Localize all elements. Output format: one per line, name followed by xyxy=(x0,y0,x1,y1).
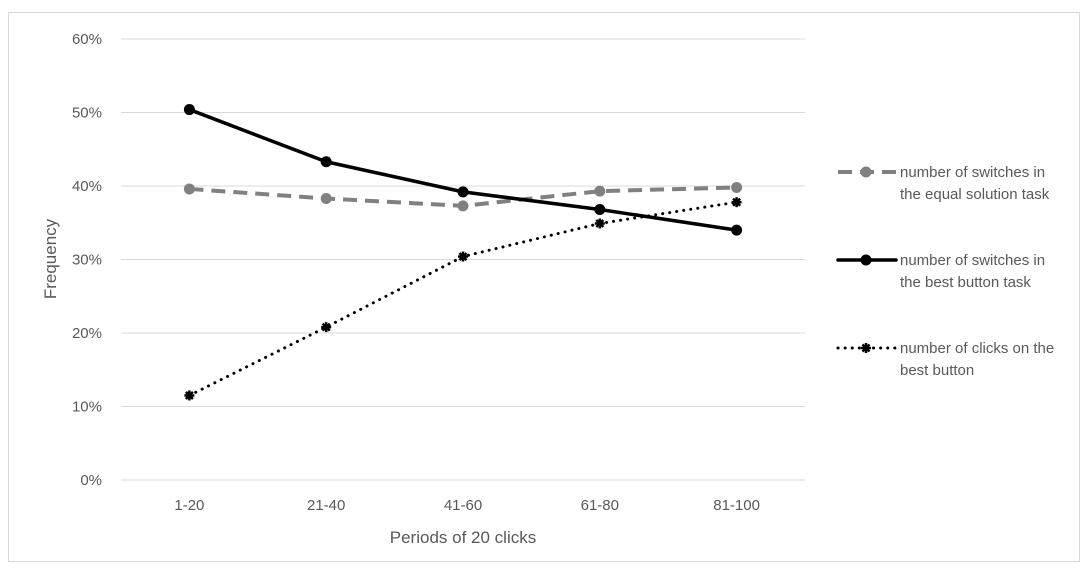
legend-marker xyxy=(860,166,872,178)
legend-label: the best button task xyxy=(900,274,1031,291)
y-tick-label: 30% xyxy=(72,252,102,269)
x-tick-label: 1-20 xyxy=(174,497,204,514)
legend-item: number of switches in the best button tas… xyxy=(836,252,1045,291)
data-point xyxy=(320,192,332,204)
data-point xyxy=(457,186,469,198)
legend-label: number of clicks on the xyxy=(900,340,1054,357)
y-axis-ticks: 0% 10% 20% 30% 40% 50% 60% xyxy=(72,31,102,489)
data-point xyxy=(184,390,195,401)
x-tick-label: 41-60 xyxy=(444,497,482,514)
series-lines xyxy=(183,104,743,401)
x-tick-label: 81-100 xyxy=(713,497,760,514)
y-tick-label: 0% xyxy=(80,472,102,489)
series-1 xyxy=(183,104,743,236)
chart-frame xyxy=(8,12,1080,562)
y-tick-label: 10% xyxy=(72,399,102,416)
y-axis-title: Frequency xyxy=(41,218,60,299)
legend-label: best button xyxy=(900,362,974,379)
y-tick-label: 60% xyxy=(72,31,102,48)
data-point xyxy=(320,156,332,168)
y-tick-label: 20% xyxy=(72,325,102,342)
legend-item: number of switches in the equal solution … xyxy=(838,164,1050,203)
data-point xyxy=(458,251,468,262)
data-point xyxy=(321,322,332,333)
data-point xyxy=(594,185,606,197)
data-point xyxy=(594,218,605,229)
data-point xyxy=(457,200,469,212)
legend-label: number of switches in xyxy=(900,252,1045,269)
x-axis-title: Periods of 20 clicks xyxy=(390,528,536,547)
legend: number of switches in the equal solution … xyxy=(836,164,1054,379)
series-2 xyxy=(184,197,742,401)
legend-item: number of clicks on the best button xyxy=(836,340,1054,379)
data-point xyxy=(183,104,195,116)
series-line xyxy=(187,107,739,232)
data-point xyxy=(731,181,743,193)
data-point xyxy=(731,224,743,236)
y-tick-label: 50% xyxy=(72,105,102,122)
gridlines xyxy=(121,38,805,481)
legend-marker xyxy=(861,343,871,353)
y-tick-label: 40% xyxy=(72,178,102,195)
data-point xyxy=(183,183,195,195)
legend-label: the equal solution task xyxy=(900,186,1050,203)
legend-marker xyxy=(860,254,872,266)
series-line xyxy=(187,200,739,397)
series-0 xyxy=(183,181,743,212)
x-tick-label: 61-80 xyxy=(581,497,619,514)
data-point xyxy=(731,197,742,208)
x-axis-ticks: 1-20 21-40 41-60 61-80 81-100 xyxy=(174,497,760,514)
x-tick-label: 21-40 xyxy=(307,497,345,514)
legend-label: number of switches in xyxy=(900,164,1045,181)
data-point xyxy=(594,204,606,216)
